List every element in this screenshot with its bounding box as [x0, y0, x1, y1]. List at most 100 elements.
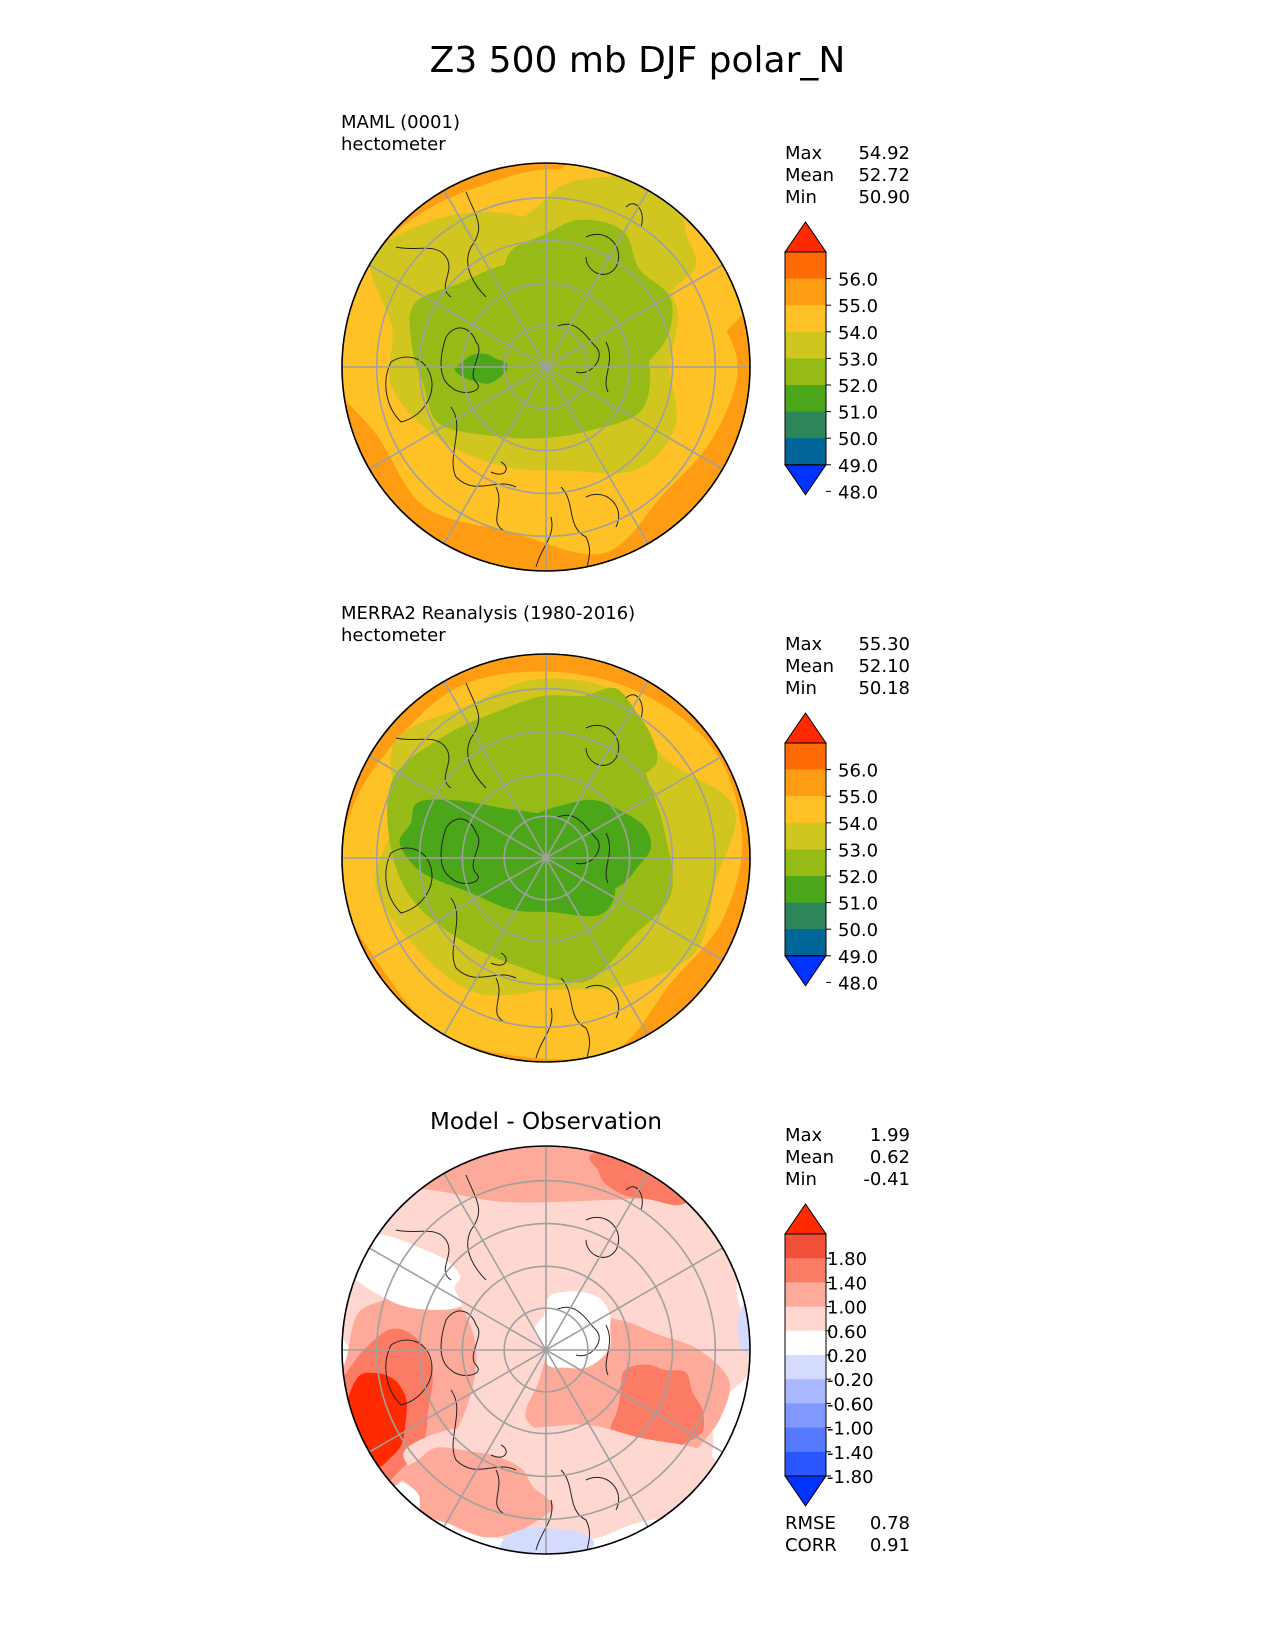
- contour-region: [610, 1364, 705, 1460]
- panel3-colorbar: 1.80 1.40 1.00 0.60 0.20 -0.20 -0.60 -1.00 -1.40…: [784, 1203, 874, 1507]
- coastline: [465, 1174, 487, 1281]
- metric-rmse-value: 0.78: [869, 1513, 910, 1534]
- coastline: [605, 832, 611, 884]
- panel2-map: [341, 653, 751, 1063]
- meridian-line: [443, 1172, 649, 1528]
- panel3-map: [341, 1145, 751, 1555]
- panel3-title: Model - Observation: [429, 1109, 663, 1135]
- colorbar-tick-label: 48.0: [838, 973, 878, 994]
- coastline: [625, 694, 643, 719]
- colorbar-swatch: [785, 1234, 826, 1259]
- coastline: [490, 1444, 507, 1458]
- colorbar-extend-max: [784, 1203, 827, 1235]
- meridian-line: [443, 680, 649, 1036]
- colorbar-swatch: [785, 796, 826, 824]
- map-field: [342, 1146, 750, 1554]
- colorbar-swatch: [785, 1379, 826, 1404]
- coastline: [560, 486, 592, 571]
- colorbar-tick-label: 0.20: [827, 1346, 867, 1367]
- colorbar-swatch: [785, 902, 826, 930]
- colorbar-tick-label: -1.00: [827, 1419, 874, 1440]
- coastline: [535, 516, 553, 568]
- panel2-stat-max-value: 55.30: [858, 634, 910, 655]
- panel2-units: hectometer: [341, 625, 446, 646]
- panel1-stat-min-value: 50.90: [858, 187, 910, 208]
- coastline: [495, 1469, 507, 1516]
- gridlines: [342, 163, 750, 571]
- map-boundary: [341, 653, 751, 1063]
- panel3-metrics: RMSE 0.78 CORR 0.91: [785, 1513, 910, 1557]
- panel2-obs-name: MERRA2 Reanalysis (1980-2016): [341, 603, 636, 624]
- coastline: [395, 1229, 452, 1281]
- colorbar-tick-label: 51.0: [838, 894, 878, 915]
- meridian-line: [443, 189, 649, 545]
- coastline: [585, 1476, 620, 1511]
- map-boundary: [341, 162, 751, 572]
- panel2-stat-min-label: Min: [785, 678, 817, 699]
- map-field: [342, 654, 750, 1062]
- coastline: [490, 952, 507, 966]
- colorbar-swatch: [785, 1282, 826, 1308]
- metric-rmse-label: RMSE: [785, 1513, 836, 1534]
- coastline: [465, 191, 487, 298]
- panel1-model-name: MAML (0001): [341, 112, 460, 133]
- colorbar-tick-label: 50.0: [838, 920, 878, 941]
- colorbar-swatch: [785, 1451, 826, 1477]
- contour-region: [500, 1527, 594, 1554]
- colorbar-tick-label: 52.0: [838, 867, 878, 888]
- coastline: [395, 246, 452, 298]
- panel3-stats: Max 1.99 Mean 0.62 Min -0.41: [785, 1125, 910, 1191]
- metric-corr-label: CORR: [785, 1535, 837, 1556]
- panel1-map: [341, 162, 751, 572]
- colorbar-swatch: [785, 849, 826, 877]
- coastline: [585, 724, 620, 766]
- colorbar-tick-label: 1.40: [827, 1273, 867, 1294]
- colorbar-tick-label: 51.0: [838, 403, 878, 424]
- colorbar-swatch: [785, 385, 826, 413]
- colorbar-swatch: [785, 305, 826, 333]
- coastline: [495, 486, 507, 533]
- coastline: [625, 1186, 643, 1211]
- coastline: [465, 682, 487, 789]
- colorbar-tick-label: 56.0: [838, 761, 878, 782]
- colorbar-tick-label: -1.40: [827, 1443, 874, 1464]
- colorbar-swatch: [785, 1427, 826, 1453]
- colorbar-swatch: [785, 252, 826, 280]
- panel2-stat-mean-label: Mean: [785, 656, 835, 677]
- coastline: [395, 737, 452, 789]
- panel2-stat-min-value: 50.18: [858, 678, 910, 699]
- panel1-label: MAML (0001) hectometer: [341, 112, 460, 156]
- colorbar-tick-label: 55.0: [838, 787, 878, 808]
- coastline: [605, 1324, 611, 1376]
- map-boundary: [341, 1145, 751, 1555]
- panel1-stat-max-value: 54.92: [858, 143, 910, 164]
- panel3-stat-mean-label: Mean: [785, 1147, 835, 1168]
- panel1-units: hectometer: [341, 134, 446, 155]
- panel1-colorbar: 56.0 55.0 54.0 53.0 52.0 51.0 50.0 49.0 48.0: [784, 221, 878, 503]
- colorbar-swatch: [785, 331, 826, 359]
- panel3-stat-max-value: 1.99: [869, 1125, 910, 1146]
- figure-title: Z3 500 mb DJF polar_N: [429, 40, 846, 81]
- panel1-stat-min-label: Min: [785, 187, 817, 208]
- coastline: [585, 493, 620, 528]
- panel3-stat-min-label: Min: [785, 1169, 817, 1190]
- metric-corr-value: 0.91: [869, 1535, 910, 1556]
- colorbar-swatch: [785, 1330, 826, 1356]
- colorbar-tick-label: 56.0: [838, 270, 878, 291]
- colorbar-tick-label: 1.00: [827, 1298, 867, 1319]
- coastline: [385, 847, 433, 914]
- coastline: [385, 356, 433, 423]
- colorbar-swatch: [785, 769, 826, 797]
- panel1-stat-mean-label: Mean: [785, 165, 835, 186]
- colorbar-extend-max: [784, 712, 827, 744]
- colorbar-tick-label: 0.60: [827, 1322, 867, 1343]
- colorbar-tick-label: 50.0: [838, 429, 878, 450]
- colorbar-extend-max: [784, 221, 827, 253]
- colorbar-tick-label: -0.20: [827, 1370, 874, 1391]
- colorbar-tick-label: -1.80: [827, 1467, 874, 1488]
- panel2-stats: Max 55.30 Mean 52.10 Min 50.18: [785, 634, 910, 700]
- colorbar-tick-label: 54.0: [838, 814, 878, 835]
- colorbar-swatch: [785, 876, 826, 904]
- colorbar-swatch: [785, 1403, 826, 1429]
- panel3-stat-mean-value: 0.62: [869, 1147, 910, 1168]
